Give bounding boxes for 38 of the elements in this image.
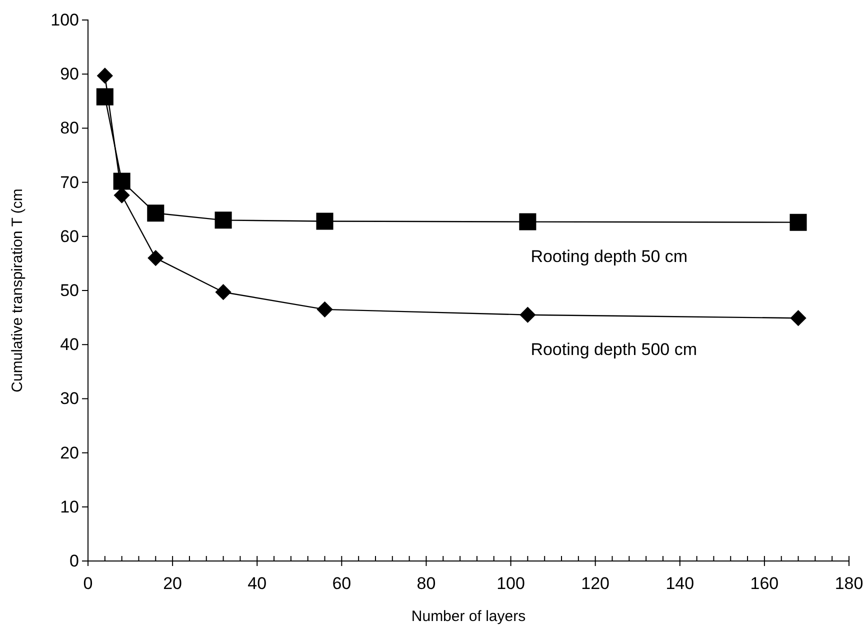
x-tick-label: 20: [163, 574, 182, 594]
y-tick-label: 10: [60, 497, 79, 516]
y-axis-title: Cumulative transpiration T (cm: [9, 188, 26, 392]
y-tick-label: 90: [60, 64, 79, 84]
x-tick-label: 0: [83, 574, 93, 594]
x-tick-label: 120: [581, 574, 610, 594]
point: [214, 212, 232, 229]
x-tick-label: 100: [496, 574, 525, 594]
series-label: Rooting depth 500 cm: [530, 340, 698, 359]
y-tick-label: 20: [60, 443, 79, 462]
series-label: Rooting depth 50 cm: [530, 246, 688, 266]
y-tick-label: 50: [60, 280, 79, 300]
point: [148, 250, 164, 266]
point: [520, 306, 536, 323]
y-tick-label: 40: [60, 335, 79, 354]
point: [147, 204, 164, 222]
point: [96, 68, 113, 84]
y-tick-label: 60: [60, 226, 79, 246]
point: [790, 214, 807, 231]
point: [215, 284, 232, 300]
y-tick-label: 80: [60, 118, 79, 138]
x-tick-label: 140: [666, 574, 694, 594]
x-tick-label: 160: [750, 574, 779, 594]
x-tick-label: 180: [834, 574, 864, 594]
x-tick-label: 60: [332, 574, 352, 594]
x-tick-label: 40: [248, 574, 267, 594]
x-tick-label: 80: [416, 574, 436, 594]
point: [519, 213, 536, 230]
x-axis-title: Number of layers: [411, 608, 526, 625]
point: [316, 301, 333, 318]
y-tick-label: 0: [70, 551, 79, 570]
point: [316, 212, 334, 230]
y-tick-label: 30: [60, 389, 79, 408]
y-tick-label: 70: [60, 172, 79, 192]
point: [113, 172, 130, 190]
point: [96, 88, 114, 106]
point: [790, 310, 806, 326]
y-tick-label: 100: [50, 10, 79, 30]
